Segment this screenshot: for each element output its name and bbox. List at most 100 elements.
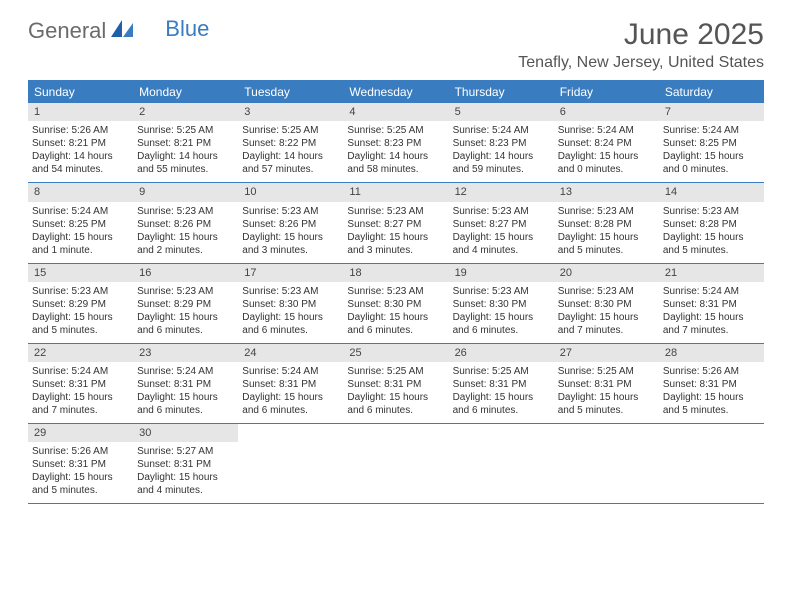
- sunset-text: Sunset: 8:26 PM: [137, 218, 234, 231]
- day-number: 12: [455, 186, 467, 198]
- sunset-text: Sunset: 8:21 PM: [137, 137, 234, 150]
- sunrise-text: Sunrise: 5:25 AM: [347, 124, 444, 137]
- day-number-row: 23: [133, 344, 238, 362]
- sunset-text: Sunset: 8:28 PM: [558, 218, 655, 231]
- daylight-text: Daylight: 15 hours and 5 minutes.: [558, 391, 655, 417]
- sunset-text: Sunset: 8:21 PM: [32, 137, 129, 150]
- day-number: 25: [349, 347, 361, 359]
- daylight-text: Daylight: 15 hours and 5 minutes.: [663, 231, 760, 257]
- title-block: June 2025 Tenafly, New Jersey, United St…: [518, 18, 764, 72]
- day-number-row: 30: [133, 424, 238, 442]
- calendar-week: 15 Sunrise: 5:23 AM Sunset: 8:29 PM Dayligh…: [28, 264, 764, 344]
- sunrise-text: Sunrise: 5:25 AM: [453, 365, 550, 378]
- day-number-row: 21: [659, 264, 764, 282]
- calendar-week: 8Sunrise: 5:24 AMSunset: 8:25 PMDaylight…: [28, 183, 764, 263]
- sunset-text: Sunset: 8:31 PM: [32, 458, 129, 471]
- sunrise-text: Sunrise: 5:24 AM: [32, 205, 129, 218]
- day-number: 26: [455, 347, 467, 359]
- sunset-text: Sunset: 8:31 PM: [137, 458, 234, 471]
- location-text: Tenafly, New Jersey, United States: [518, 54, 764, 72]
- calendar-day: 12Sunrise: 5:23 AMSunset: 8:27 PMDayligh…: [449, 183, 554, 262]
- daylight-text: Daylight: 15 hours and 1 minute.: [32, 231, 129, 257]
- daylight-text: Daylight: 15 hours and 5 minutes.: [663, 391, 760, 417]
- daylight-text: Daylight: 15 hours and 6 minutes.: [453, 391, 550, 417]
- day-number: 29: [34, 427, 46, 439]
- sunset-text: Sunset: 8:29 PM: [137, 298, 234, 311]
- sunset-text: Sunset: 8:25 PM: [32, 218, 129, 231]
- daylight-text: Daylight: 15 hours and 3 minutes.: [242, 231, 339, 257]
- sunset-text: Sunset: 8:25 PM: [663, 137, 760, 150]
- daylight-text: Daylight: 15 hours and 7 minutes.: [32, 391, 129, 417]
- calendar-day: 21Sunrise: 5:24 AMSunset: 8:31 PMDayligh…: [659, 264, 764, 343]
- day-number: 20: [560, 267, 572, 279]
- calendar-day: 10Sunrise: 5:23 AMSunset: 8:26 PMDayligh…: [238, 183, 343, 262]
- sunset-text: Sunset: 8:31 PM: [453, 378, 550, 391]
- sunrise-text: Sunrise: 5:23 AM: [137, 205, 234, 218]
- sunrise-text: Sunrise: 5:23 AM: [453, 285, 550, 298]
- sunrise-text: Sunrise: 5:27 AM: [137, 445, 234, 458]
- daylight-text: Daylight: 15 hours and 6 minutes.: [242, 391, 339, 417]
- calendar-day: 13 Sunrise: 5:23 AMSunset: 8:28 PMDayligh…: [554, 183, 659, 262]
- day-number-row: 7: [659, 103, 764, 121]
- daylight-text: Daylight: 15 hours and 2 minutes.: [137, 231, 234, 257]
- calendar-week: 1Sunrise: 5:26 AMSunset: 8:21 PMDaylight…: [28, 103, 764, 183]
- daylight-text: Daylight: 15 hours and 6 minutes.: [347, 391, 444, 417]
- calendar-day: 24Sunrise: 5:24 AMSunset: 8:31 PMDayligh…: [238, 344, 343, 423]
- calendar-day: 8Sunrise: 5:24 AMSunset: 8:25 PMDaylight…: [28, 183, 133, 262]
- day-number: 13: [560, 186, 572, 198]
- daylight-text: Daylight: 14 hours and 54 minutes.: [32, 150, 129, 176]
- day-number-row: 29: [28, 424, 133, 442]
- calendar-day: 15Sunrise: 5:23 AMSunset: 8:29 PMDayligh…: [28, 264, 133, 343]
- calendar-day: 7Sunrise: 5:24 AMSunset: 8:25 PMDaylight…: [659, 103, 764, 182]
- sunrise-text: Sunrise: 5:26 AM: [32, 445, 129, 458]
- day-number-row: 9: [133, 183, 238, 201]
- weekday-label: Monday: [133, 81, 238, 103]
- daylight-text: Daylight: 15 hours and 5 minutes.: [558, 231, 655, 257]
- calendar-day: 17Sunrise: 5:23 AMSunset: 8:30 PMDayligh…: [238, 264, 343, 343]
- day-number-row: 16: [133, 264, 238, 282]
- daylight-text: Daylight: 15 hours and 7 minutes.: [558, 311, 655, 337]
- weekday-header-row: SundayMondayTuesdayWednesdayThursdayFrid…: [28, 81, 764, 103]
- sunrise-text: Sunrise: 5:23 AM: [347, 285, 444, 298]
- sunrise-text: Sunrise: 5:25 AM: [242, 124, 339, 137]
- day-number: 3: [244, 106, 250, 118]
- day-number-row: 15: [28, 264, 133, 282]
- day-number-row: 24: [238, 344, 343, 362]
- sunset-text: Sunset: 8:30 PM: [347, 298, 444, 311]
- day-number-row: 4: [343, 103, 448, 121]
- day-number: 15: [34, 267, 46, 279]
- sunset-text: Sunset: 8:31 PM: [663, 298, 760, 311]
- day-number: 30: [139, 427, 151, 439]
- weekday-label: Wednesday: [343, 81, 448, 103]
- day-number: 24: [244, 347, 256, 359]
- calendar-day: 27Sunrise: 5:25 AMSunset: 8:31 PMDayligh…: [554, 344, 659, 423]
- day-number-row: 28: [659, 344, 764, 362]
- day-number: 9: [139, 186, 145, 198]
- day-number: 10: [244, 186, 256, 198]
- sunrise-text: Sunrise: 5:24 AM: [663, 285, 760, 298]
- sunset-text: Sunset: 8:24 PM: [558, 137, 655, 150]
- calendar-day: 3Sunrise: 5:25 AMSunset: 8:22 PMDaylight…: [238, 103, 343, 182]
- day-number: 19: [455, 267, 467, 279]
- calendar-day: 22Sunrise: 5:24 AMSunset: 8:31 PMDayligh…: [28, 344, 133, 423]
- sunset-text: Sunset: 8:26 PM: [242, 218, 339, 231]
- sunrise-text: Sunrise: 5:26 AM: [663, 365, 760, 378]
- daylight-text: Daylight: 15 hours and 6 minutes.: [453, 311, 550, 337]
- sunrise-text: Sunrise: 5:23 AM: [558, 205, 655, 218]
- calendar-day: 20Sunrise: 5:23 AMSunset: 8:30 PMDayligh…: [554, 264, 659, 343]
- sunset-text: Sunset: 8:27 PM: [347, 218, 444, 231]
- page: General Blue June 2025 Tenafly, New Jers…: [0, 0, 792, 522]
- daylight-text: Daylight: 14 hours and 59 minutes.: [453, 150, 550, 176]
- day-number-row: 27: [554, 344, 659, 362]
- sunset-text: Sunset: 8:30 PM: [558, 298, 655, 311]
- page-title: June 2025: [518, 18, 764, 52]
- day-number-row: 25: [343, 344, 448, 362]
- day-number-row: 26: [449, 344, 554, 362]
- day-number: 2: [139, 106, 145, 118]
- sunset-text: Sunset: 8:22 PM: [242, 137, 339, 150]
- logo-sail-icon: [111, 18, 133, 44]
- sunset-text: Sunset: 8:30 PM: [453, 298, 550, 311]
- calendar-day: 25Sunrise: 5:25 AMSunset: 8:31 PMDayligh…: [343, 344, 448, 423]
- day-number: 18: [349, 267, 361, 279]
- calendar-day: 6Sunrise: 5:24 AMSunset: 8:24 PMDaylight…: [554, 103, 659, 182]
